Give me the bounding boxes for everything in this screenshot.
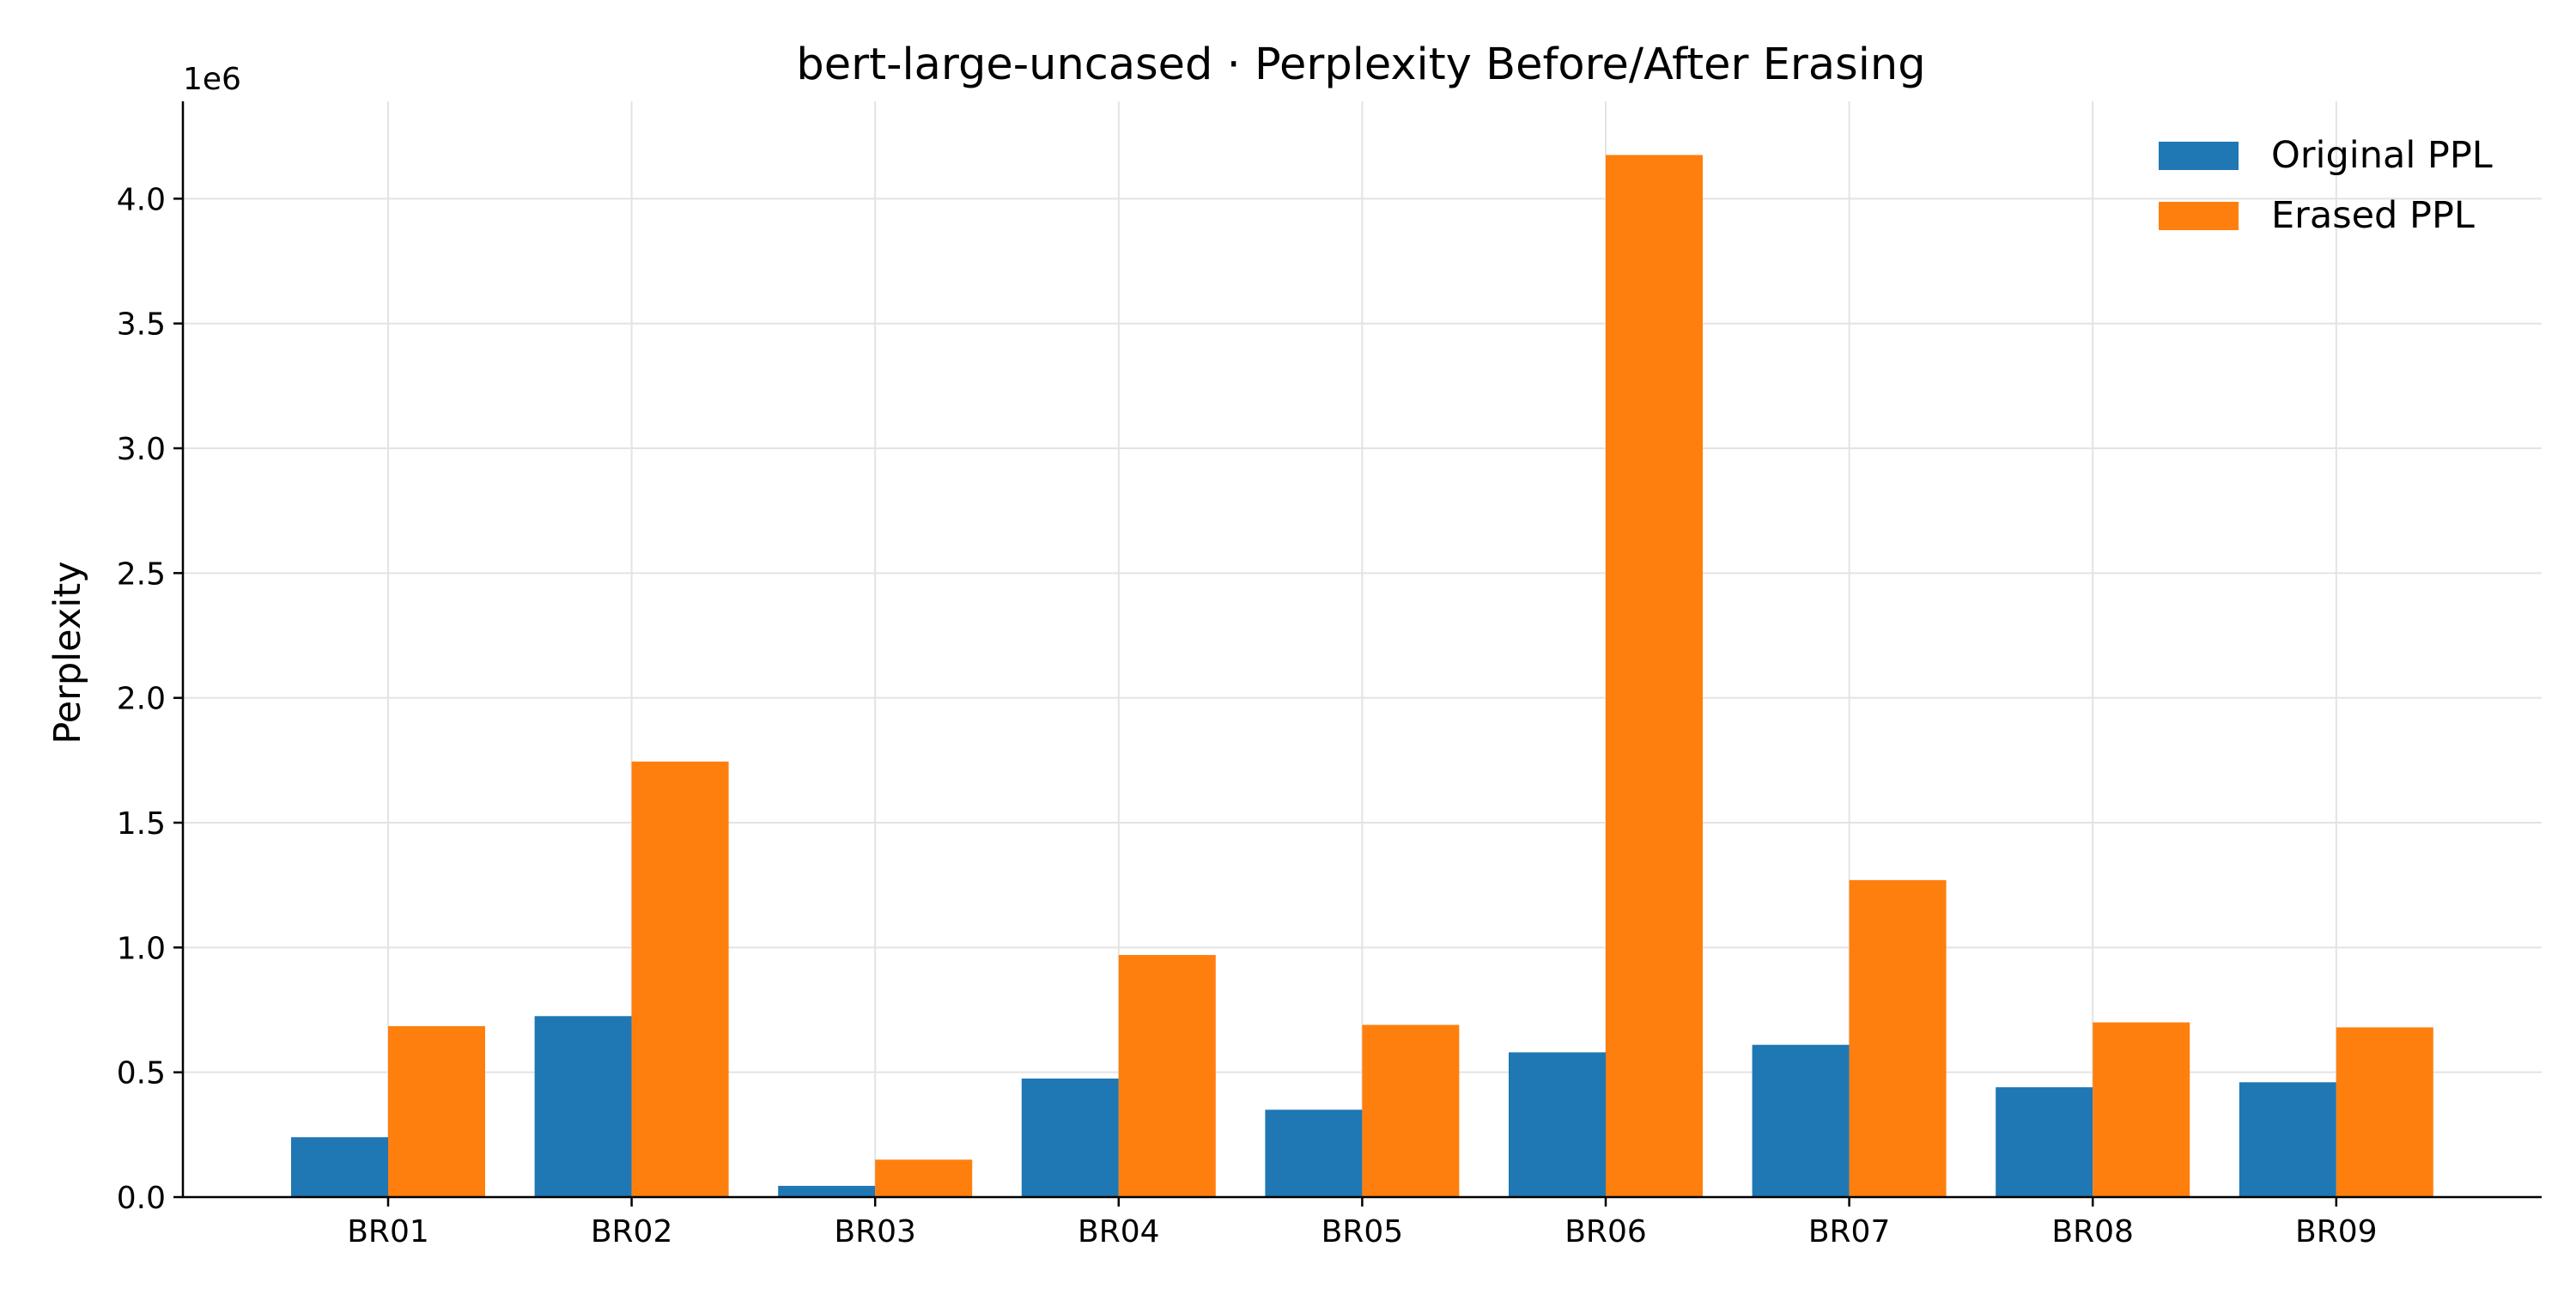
x-tick-label: BR02 bbox=[591, 1214, 673, 1249]
x-tick-label: BR08 bbox=[2051, 1214, 2134, 1249]
bar-erased-ppl bbox=[631, 761, 729, 1197]
y-tick-label: 2.5 bbox=[117, 556, 166, 592]
x-tick-label: BR07 bbox=[1808, 1214, 1891, 1249]
legend: Original PPL Erased PPL bbox=[2159, 134, 2493, 237]
y-tick-label: 3.5 bbox=[117, 307, 166, 343]
y-tick-label: 1.0 bbox=[117, 931, 166, 966]
chart-title: bert-large-uncased · Perplexity Before/A… bbox=[796, 40, 1925, 90]
legend-swatch bbox=[2159, 142, 2239, 170]
legend-label: Erased PPL bbox=[2271, 194, 2475, 237]
y-tick-label: 1.5 bbox=[117, 806, 166, 842]
bar-original-ppl bbox=[1996, 1087, 2093, 1197]
x-tick-label: BR09 bbox=[2295, 1214, 2378, 1249]
bar-original-ppl bbox=[1021, 1078, 1119, 1197]
grid bbox=[183, 101, 2542, 1197]
bar-erased-ppl bbox=[1606, 155, 1703, 1197]
bar-original-ppl bbox=[291, 1137, 388, 1197]
y-tick-label: 3.0 bbox=[117, 432, 166, 467]
bar-original-ppl bbox=[1265, 1109, 1363, 1197]
y-tick-label: 0.0 bbox=[117, 1181, 166, 1216]
x-ticks: BR01 BR02 BR03 BR04 BR05 BR06 BR07 BR08 BR09 bbox=[347, 1197, 2378, 1249]
bar-original-ppl bbox=[778, 1185, 876, 1197]
bar-original-ppl bbox=[2239, 1082, 2336, 1197]
bar-erased-ppl bbox=[1362, 1024, 1460, 1197]
y-tick-label: 2.0 bbox=[117, 682, 166, 717]
bar-original-ppl bbox=[534, 1016, 632, 1197]
bar-original-ppl bbox=[1509, 1052, 1606, 1197]
bar-erased-ppl bbox=[875, 1159, 973, 1197]
bar-erased-ppl bbox=[2336, 1027, 2433, 1197]
legend-swatch bbox=[2159, 202, 2239, 230]
y-ticks: 0.0 0.5 1.0 1.5 2.0 2.5 3.0 3.5 4.0 bbox=[117, 182, 183, 1216]
x-tick-label: BR04 bbox=[1078, 1214, 1160, 1249]
bar-erased-ppl bbox=[1118, 955, 1216, 1197]
y-tick-label: 4.0 bbox=[117, 182, 166, 217]
bar-original-ppl bbox=[1752, 1044, 1850, 1197]
legend-label: Original PPL bbox=[2271, 134, 2493, 177]
bar-erased-ppl bbox=[388, 1025, 485, 1197]
y-offset-label: 1e6 bbox=[183, 62, 241, 97]
bar-erased-ppl bbox=[2093, 1022, 2190, 1197]
bars bbox=[291, 155, 2433, 1197]
y-axis-label: Perplexity bbox=[46, 561, 89, 744]
bar-erased-ppl bbox=[1849, 879, 1947, 1197]
x-tick-label: BR01 bbox=[347, 1214, 429, 1249]
y-tick-label: 0.5 bbox=[117, 1056, 166, 1091]
x-tick-label: BR05 bbox=[1321, 1214, 1404, 1249]
x-tick-label: BR06 bbox=[1564, 1214, 1647, 1249]
x-tick-label: BR03 bbox=[834, 1214, 916, 1249]
